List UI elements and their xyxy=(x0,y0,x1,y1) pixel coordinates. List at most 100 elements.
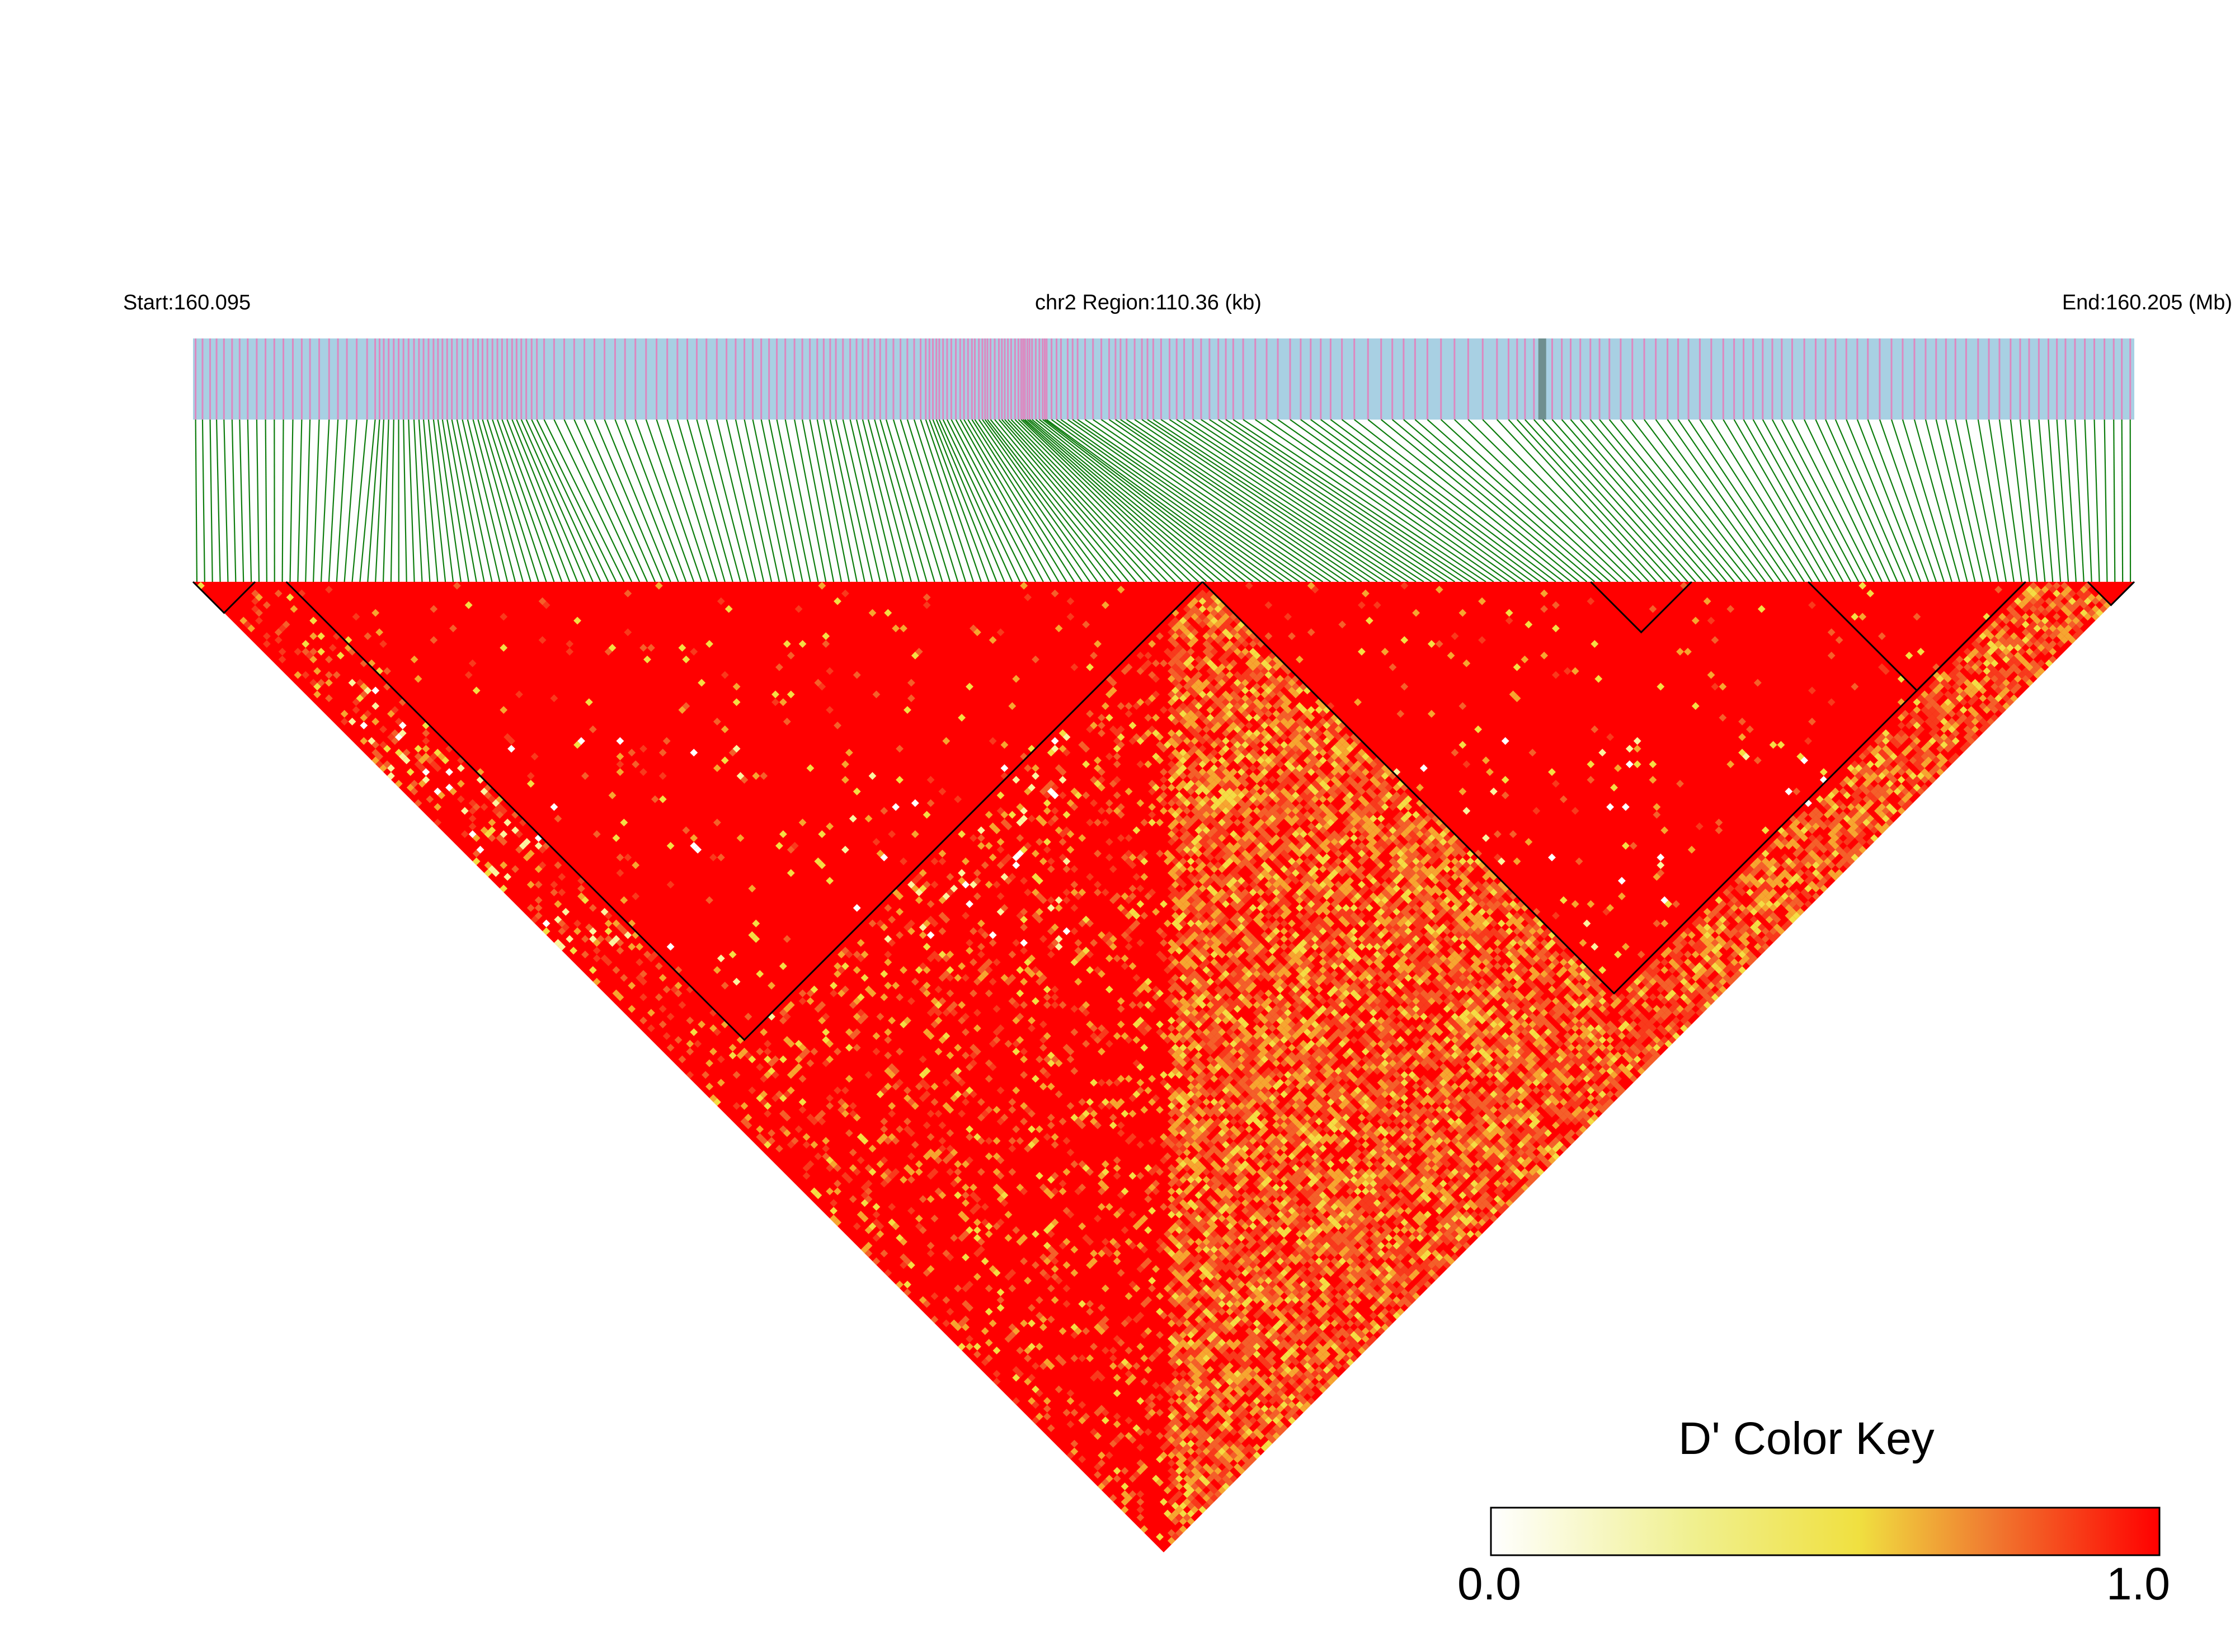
ld-cell xyxy=(1253,1265,1261,1273)
ld-cell xyxy=(1028,1373,1036,1382)
ld-cell xyxy=(526,881,535,889)
ld-cell xyxy=(1214,1288,1222,1296)
ld-cell xyxy=(1164,1245,1171,1254)
ld-cell xyxy=(896,892,904,901)
ld-cell xyxy=(853,1028,861,1036)
snp-connector xyxy=(1300,419,1526,582)
ld-cell xyxy=(783,1129,791,1137)
ld-cell xyxy=(942,1102,951,1110)
ld-cell xyxy=(1354,1327,1362,1335)
ld-cell xyxy=(938,950,947,959)
ld-cell xyxy=(864,1241,873,1250)
ld-cell xyxy=(1148,1409,1156,1417)
snp-connector xyxy=(462,419,501,582)
ld-cell xyxy=(472,857,481,865)
snp-connector xyxy=(1677,419,1790,582)
ld-cell xyxy=(1012,1226,1020,1234)
ld-cell xyxy=(1113,1164,1121,1172)
ld-cell xyxy=(1237,1234,1245,1242)
ld-cell xyxy=(1229,1234,1238,1242)
ld-cell xyxy=(775,841,783,850)
ld-cell xyxy=(992,1028,1001,1036)
ld-cell xyxy=(1039,1082,1047,1091)
ld-cell xyxy=(1098,1327,1105,1335)
ld-cell xyxy=(1074,1117,1083,1126)
ld-cell xyxy=(1187,1237,1195,1246)
ld-cell xyxy=(996,1024,1005,1033)
ld-cell xyxy=(888,1171,896,1180)
snp-connector xyxy=(1710,419,1813,582)
ld-cell xyxy=(1101,1479,1109,1487)
ld-cell xyxy=(926,1241,935,1250)
ld-cell xyxy=(1024,1354,1032,1362)
snp-connector xyxy=(829,419,865,582)
ld-cell xyxy=(1253,1249,1261,1258)
snp-connector xyxy=(816,419,850,582)
ld-cell xyxy=(628,919,636,928)
ld-cell xyxy=(1253,1381,1261,1390)
ld-cell xyxy=(1066,1102,1075,1110)
ld-cell xyxy=(1082,1327,1090,1335)
ld-cell xyxy=(1198,1218,1207,1227)
ld-cell xyxy=(573,927,581,935)
ld-cell xyxy=(1032,1137,1039,1145)
ld-cell xyxy=(1039,1362,1047,1370)
ld-cell xyxy=(958,1319,966,1328)
ld-cell xyxy=(950,1149,958,1157)
ld-cell xyxy=(996,1086,1005,1095)
ld-cell xyxy=(1260,1249,1269,1258)
ld-cell xyxy=(1264,1409,1273,1417)
ld-cell xyxy=(616,869,624,877)
ld-cell xyxy=(1090,1249,1098,1258)
ld-cell xyxy=(946,989,954,997)
ld-cell xyxy=(705,1059,713,1067)
ld-cell xyxy=(1086,1168,1094,1176)
ld-cell xyxy=(884,1051,892,1060)
ld-cell xyxy=(534,896,543,905)
ld-cell xyxy=(628,981,636,990)
ld-cell xyxy=(992,1269,1001,1277)
ld-cell xyxy=(453,582,461,590)
ld-cell xyxy=(1183,1327,1191,1335)
ld-cell xyxy=(926,1109,935,1118)
snp-connector xyxy=(998,419,1137,582)
ld-cell xyxy=(612,966,620,974)
ld-cell xyxy=(926,1009,935,1017)
ld-cell xyxy=(1241,1269,1249,1277)
ld-cell xyxy=(970,1059,977,1067)
ld-cell xyxy=(604,958,613,967)
ld-cell xyxy=(534,841,543,850)
ld-cell xyxy=(1047,1222,1055,1230)
ld-cell xyxy=(962,1253,970,1262)
ld-cell xyxy=(1167,1358,1175,1366)
ld-cell xyxy=(830,981,838,990)
snp-connector xyxy=(1804,419,1883,582)
ld-cell xyxy=(1233,1230,1241,1238)
snp-connector xyxy=(1192,419,1440,582)
ld-cell xyxy=(1156,1479,1164,1487)
ld-cell xyxy=(744,1113,752,1122)
snp-connector xyxy=(594,419,664,582)
ld-cell xyxy=(1311,1300,1319,1308)
snp-connector xyxy=(892,419,943,582)
ld-cell xyxy=(309,616,318,625)
ld-cell xyxy=(1326,1362,1335,1370)
ld-cell xyxy=(1156,1432,1164,1440)
ld-cell xyxy=(1086,1098,1094,1106)
ld-cell xyxy=(566,640,574,648)
ld-cell xyxy=(1260,1234,1269,1242)
ld-cell xyxy=(352,698,360,707)
ld-cell xyxy=(1260,1443,1269,1452)
ld-cell xyxy=(1245,1241,1253,1250)
ld-cell xyxy=(1117,1121,1125,1129)
ld-cell xyxy=(1020,1257,1028,1265)
ld-cell xyxy=(1109,1347,1117,1355)
ld-cell xyxy=(942,1079,951,1087)
ld-cell xyxy=(1078,1455,1086,1463)
ld-cell xyxy=(383,760,391,769)
ld-cell xyxy=(632,861,640,869)
ld-cell xyxy=(760,1028,768,1036)
snp-connector xyxy=(874,419,920,582)
ld-cell xyxy=(857,1156,865,1164)
snp-connector xyxy=(1067,419,1300,582)
